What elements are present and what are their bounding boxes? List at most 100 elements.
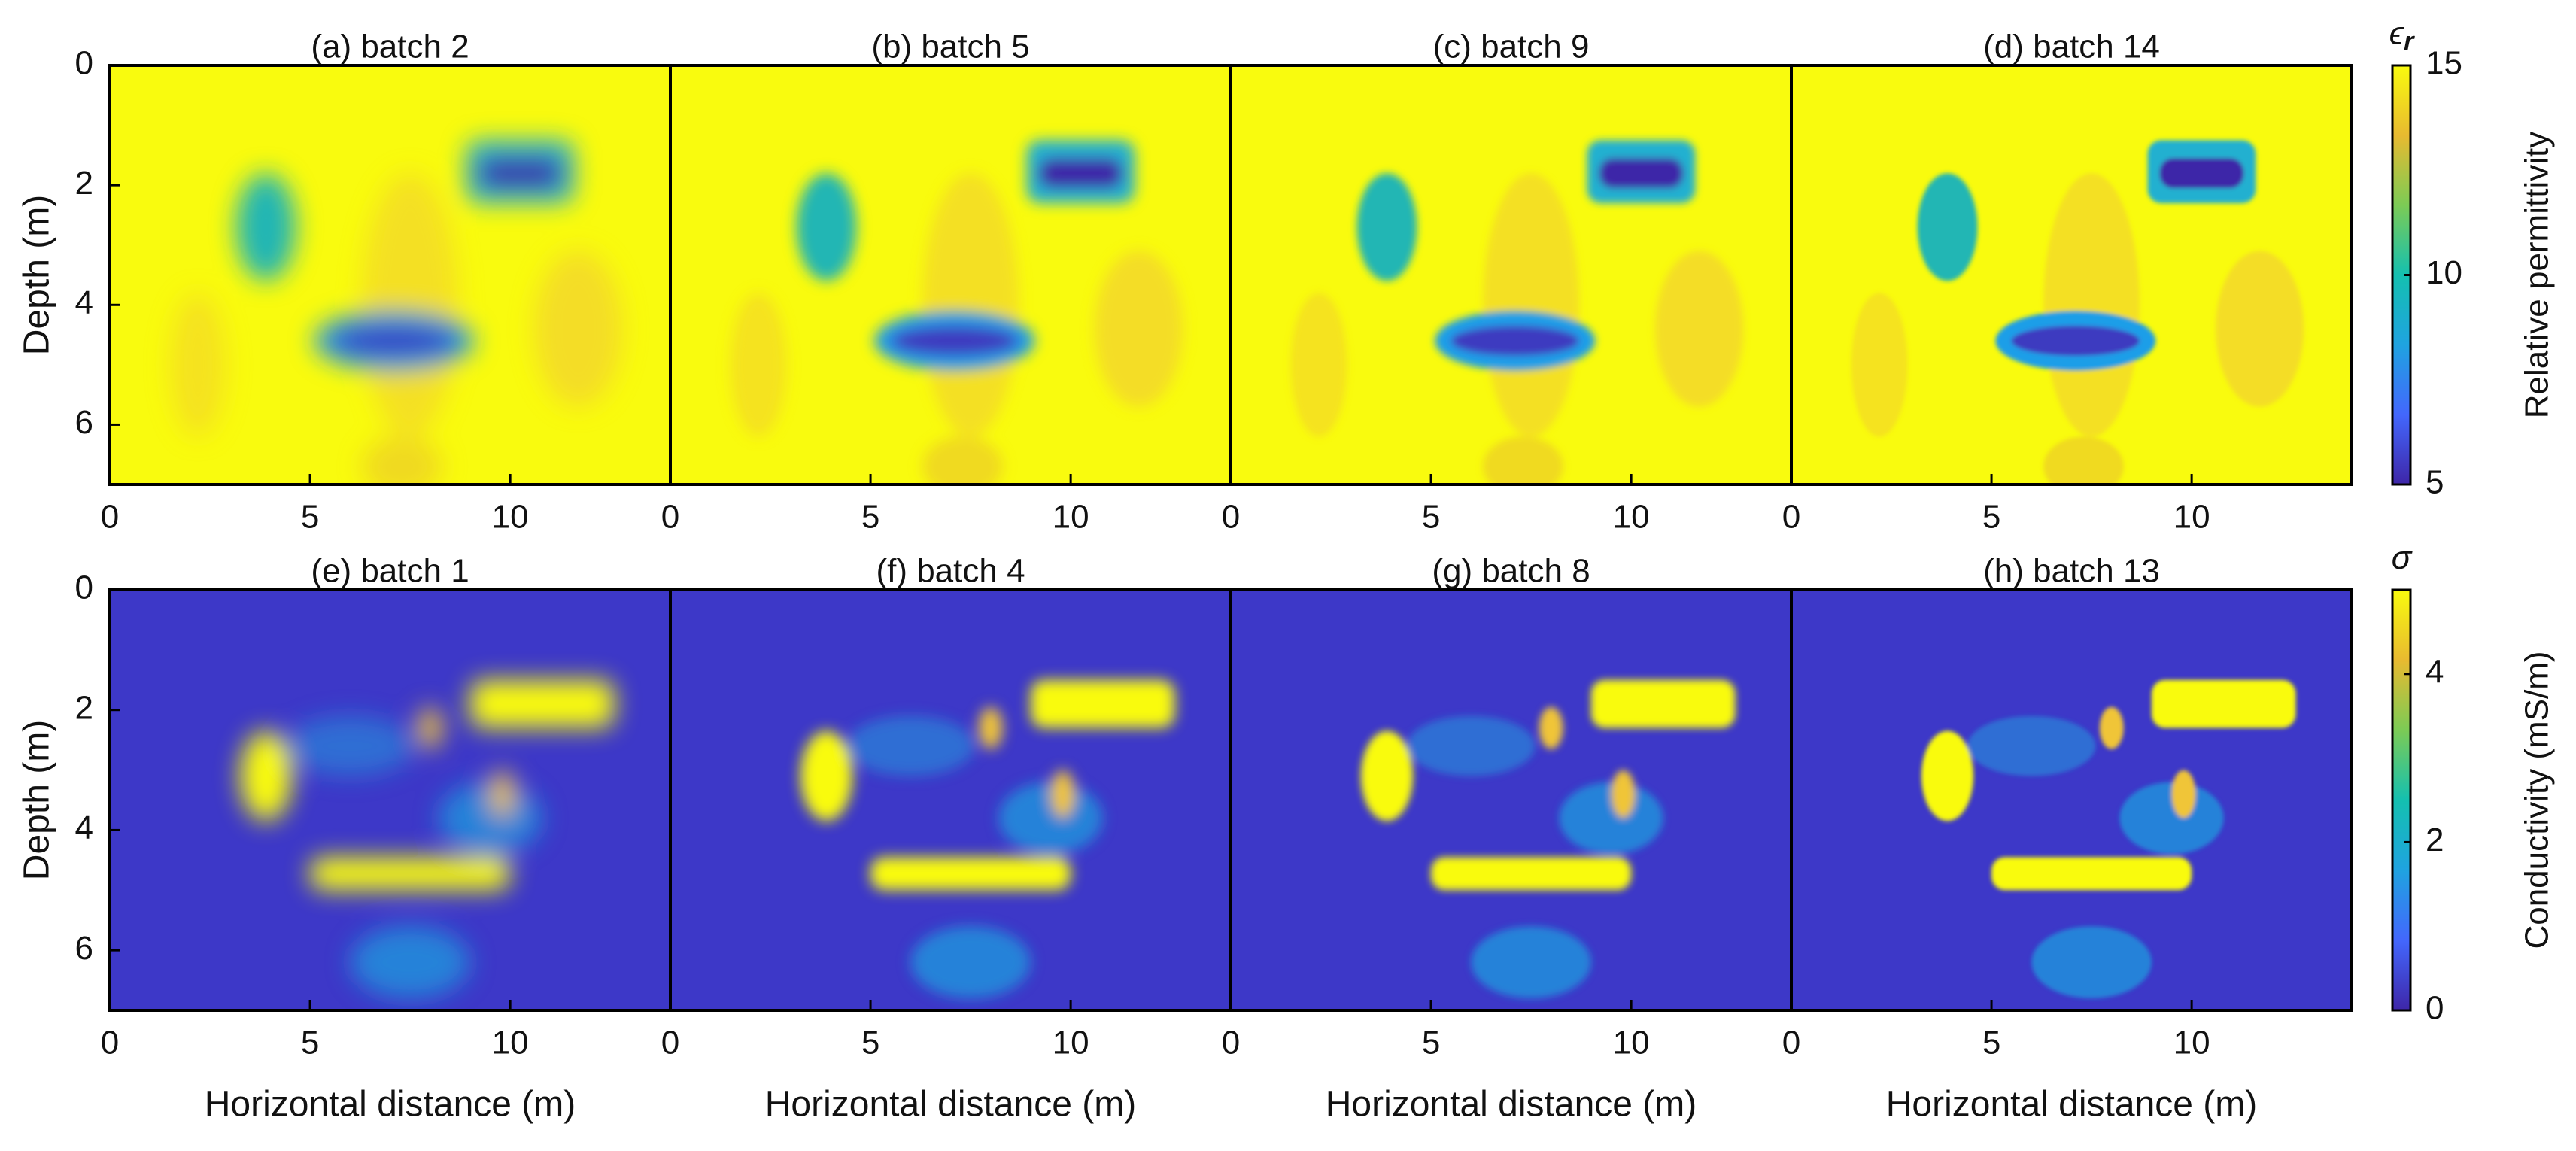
heatmap-blob xyxy=(870,857,1071,891)
y-axis-label: Depth (m) xyxy=(17,195,57,355)
heatmap-blob xyxy=(1991,857,2192,891)
heatmap-blob xyxy=(469,679,615,728)
heatmap-blob xyxy=(1967,715,2096,776)
heatmap-blob xyxy=(1559,782,1663,855)
colorbar-tick-label: 5 xyxy=(2426,464,2444,501)
x-tick-label: 0 xyxy=(661,1025,679,1061)
x-tick-label: 5 xyxy=(1422,1025,1440,1061)
heatmap-blob xyxy=(846,715,975,776)
colorbar-tick-label: 15 xyxy=(2426,45,2462,82)
heatmap-blob xyxy=(2171,770,2196,818)
heatmap-blob xyxy=(1050,770,1075,818)
colorbar-tick-label: 4 xyxy=(2426,653,2444,690)
heatmap-blob xyxy=(2216,251,2304,407)
x-tick-label: 0 xyxy=(661,499,679,536)
x-tick-label: 10 xyxy=(2174,499,2210,536)
heatmap-blob xyxy=(350,926,470,999)
heatmap-field xyxy=(1360,679,1736,999)
x-tick-label: 5 xyxy=(1422,499,1440,536)
colorbar xyxy=(2391,588,2412,1012)
heatmap-blob xyxy=(1471,926,1591,999)
heatmap-blob xyxy=(2099,706,2124,749)
heatmap-blob xyxy=(286,715,415,776)
colorbar-label: Relative permittivity xyxy=(2519,132,2556,418)
heatmap-blob xyxy=(800,730,853,821)
y-tick-label: 0 xyxy=(75,45,93,82)
heatmap-blob xyxy=(1539,706,1563,749)
heatmap-blob xyxy=(1290,293,1347,437)
heatmap-blob xyxy=(730,293,787,437)
heatmap xyxy=(1791,65,2352,484)
heatmap-blob xyxy=(1431,857,1632,891)
panel-title: (d) batch 14 xyxy=(1983,29,2160,65)
heatmap-blob xyxy=(1095,251,1183,407)
panel-title: (b) batch 5 xyxy=(871,29,1029,65)
heatmap-field xyxy=(239,679,615,999)
x-tick-label: 10 xyxy=(1053,1025,1089,1061)
heatmap-blob xyxy=(534,251,623,407)
x-tick-label: 5 xyxy=(301,1025,319,1061)
heatmap xyxy=(110,590,670,1010)
y-tick-label: 2 xyxy=(75,165,93,202)
panel-title: (g) batch 8 xyxy=(1432,553,1590,590)
x-tick-label: 10 xyxy=(2174,1025,2210,1061)
panel-title: (c) batch 9 xyxy=(1433,29,1590,65)
colorbar-symbol: σ xyxy=(2392,539,2413,576)
axes-frame xyxy=(1790,588,2353,1012)
heatmap-blob xyxy=(362,436,442,484)
colorbar-symbol-sub: r xyxy=(2404,27,2415,56)
panel-title: (a) batch 2 xyxy=(311,29,469,65)
heatmap xyxy=(670,590,1231,1010)
heatmap-blob xyxy=(1407,715,1536,776)
heatmap-blob xyxy=(1483,436,1563,484)
colorbar-tick-label: 0 xyxy=(2426,990,2444,1027)
heatmap-field xyxy=(1851,140,2304,484)
heatmap-blob xyxy=(239,730,293,821)
heatmap xyxy=(1791,590,2352,1010)
heatmap-blob xyxy=(235,173,296,281)
x-tick-label: 0 xyxy=(1222,1025,1240,1061)
heatmap xyxy=(1231,590,1791,1010)
x-tick-label: 5 xyxy=(1982,1025,2000,1061)
heatmap-blob xyxy=(2119,782,2224,855)
heatmap-blob xyxy=(978,706,1003,749)
heatmap-blob xyxy=(2043,173,2140,437)
heatmap-blob xyxy=(1360,730,1414,821)
heatmap-blob xyxy=(2031,926,2152,999)
heatmap xyxy=(110,65,670,484)
heatmap-blob xyxy=(490,770,515,818)
heatmap-blob xyxy=(1590,679,1736,728)
y-tick-label: 0 xyxy=(75,569,93,606)
x-tick-label: 10 xyxy=(1613,499,1650,536)
heatmap-blob xyxy=(1451,326,1579,356)
y-axis-label: Depth (m) xyxy=(17,720,57,880)
y-tick-label: 4 xyxy=(75,284,93,321)
x-axis-label: Horizontal distance (m) xyxy=(1326,1085,1697,1125)
heatmap-blob xyxy=(1038,158,1123,189)
panel-title: (h) batch 13 xyxy=(1983,553,2160,590)
heatmap xyxy=(1231,65,1791,484)
heatmap-blob xyxy=(910,926,1031,999)
heatmap-blob xyxy=(2043,436,2124,484)
heatmap-field xyxy=(1921,679,2296,999)
x-tick-label: 10 xyxy=(1053,499,1089,536)
colorbar-symbol-main: ϵ xyxy=(2389,15,2405,52)
x-tick-label: 0 xyxy=(101,499,119,536)
heatmap-blob xyxy=(478,158,563,189)
heatmap-blob xyxy=(890,326,1019,356)
heatmap-blob xyxy=(438,782,542,855)
heatmap-blob xyxy=(1030,679,1175,728)
heatmap-blob xyxy=(922,173,1019,437)
heatmap-blob xyxy=(330,326,458,356)
heatmap-field xyxy=(730,140,1183,484)
heatmap-blob xyxy=(1483,173,1579,437)
panel-title: (f) batch 4 xyxy=(876,553,1025,590)
heatmap-blob xyxy=(2159,158,2244,189)
heatmap-blob xyxy=(1917,173,1978,281)
x-tick-label: 5 xyxy=(861,1025,879,1061)
heatmap-blob xyxy=(1655,251,1744,407)
x-tick-label: 5 xyxy=(1982,499,2000,536)
x-axis-label: Horizontal distance (m) xyxy=(205,1085,576,1125)
y-tick-label: 6 xyxy=(75,404,93,441)
